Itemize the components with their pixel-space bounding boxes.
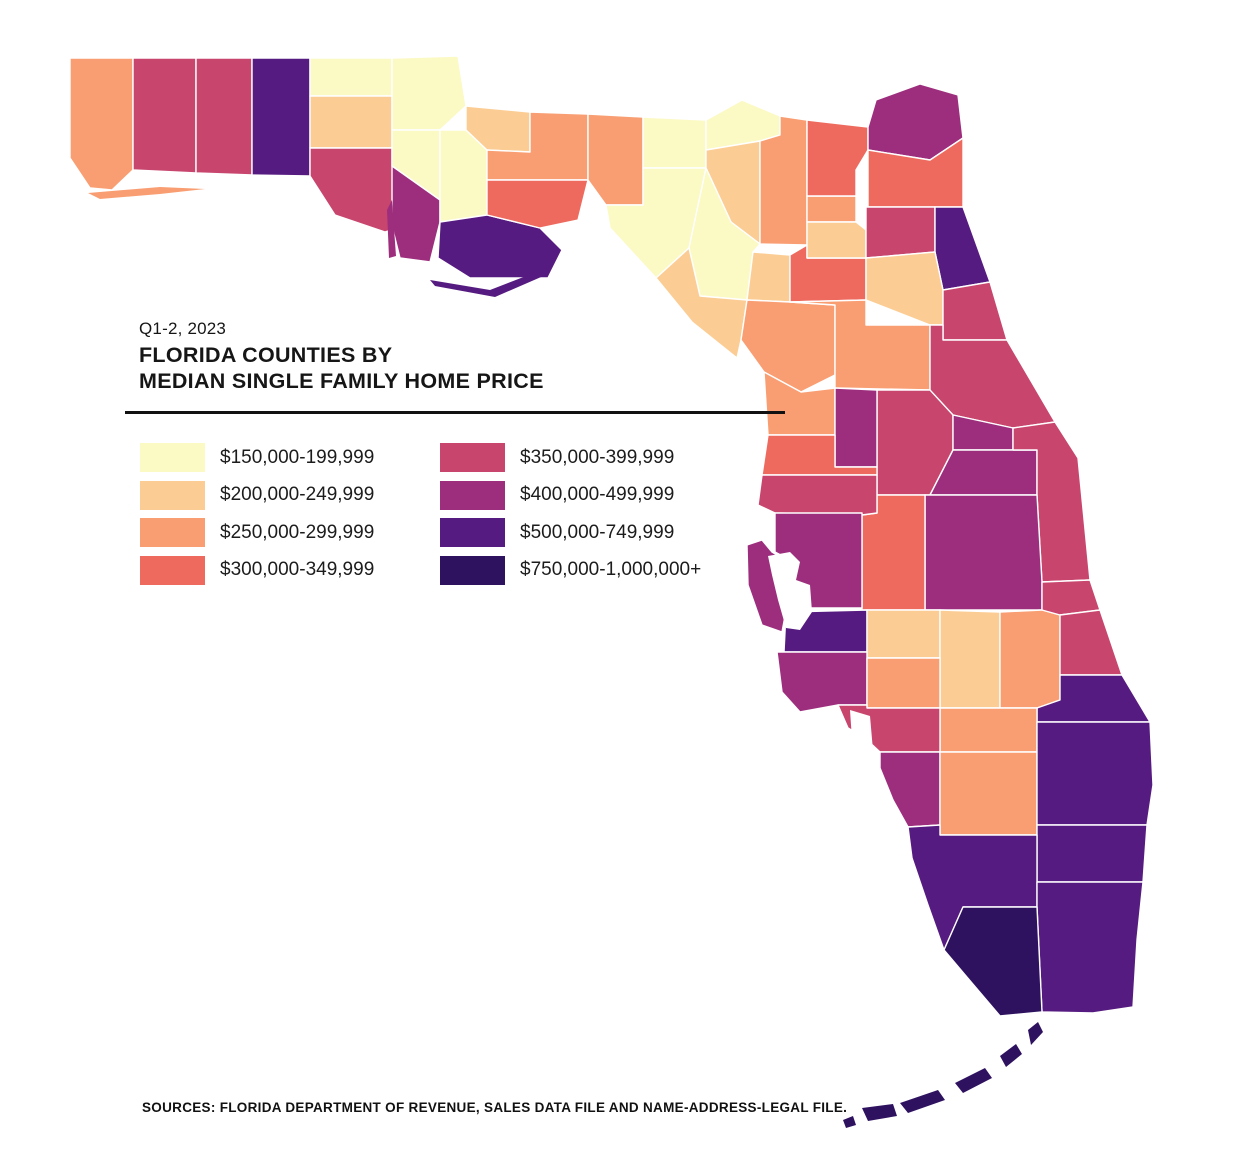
county-monroe <box>943 906 1043 1017</box>
county-palm-beach <box>1036 721 1154 826</box>
legend-item: $400,000-499,999 <box>440 480 701 510</box>
legend-item: $300,000-349,999 <box>140 555 375 585</box>
county-broward <box>1036 824 1148 883</box>
county-hardee <box>866 609 941 659</box>
county-wakulla <box>486 179 589 229</box>
county-pasco <box>757 474 878 516</box>
county-union <box>806 195 857 223</box>
legend-column-right: $350,000-399,999 $400,000-499,999 $500,0… <box>440 443 701 593</box>
st-george-island <box>430 266 552 297</box>
county-levy <box>740 299 836 393</box>
county-clay <box>865 206 936 259</box>
county-holmes <box>309 57 393 97</box>
county-escambia <box>69 57 134 191</box>
county-madison <box>642 116 707 169</box>
tampa-bay-water <box>768 552 812 630</box>
county-washington <box>309 95 393 149</box>
legend-item: $250,000-299,999 <box>140 518 374 547</box>
legend-swatch <box>140 555 205 585</box>
legend-item: $500,000-749,999 <box>440 518 701 547</box>
legend-label: $150,000-199,999 <box>220 446 375 468</box>
legend-label: $500,000-749,999 <box>520 521 675 543</box>
st-joseph-spit <box>387 200 396 258</box>
legend-swatch <box>140 480 205 510</box>
florida-keys-upper <box>1028 1022 1043 1045</box>
county-okeechobee <box>999 609 1061 709</box>
page-title-line2: MEDIAN SINGLE FAMILY HOME PRICE <box>139 369 544 394</box>
county-st-lucie <box>1059 609 1123 676</box>
legend-swatch <box>440 555 505 585</box>
county-flagler <box>942 281 1008 341</box>
county-hendry <box>939 751 1038 836</box>
legend-label: $400,000-499,999 <box>520 484 675 505</box>
legend-label: $200,000-249,999 <box>220 484 375 505</box>
legend-swatch <box>140 443 205 472</box>
legend-swatch <box>440 480 505 510</box>
florida-keys-key-west <box>843 1116 856 1128</box>
county-putnam <box>865 251 944 326</box>
county-glades <box>939 707 1038 753</box>
county-baker <box>806 119 869 197</box>
legend-swatch <box>440 518 505 547</box>
county-osceola <box>924 494 1043 611</box>
legend-swatch <box>440 443 505 472</box>
legend-label: $250,000-299,999 <box>220 521 375 543</box>
legend-item: $150,000-199,999 <box>140 443 374 472</box>
legend-label: $350,000-399,999 <box>520 446 675 468</box>
title-eyebrow: Q1-2, 2023 <box>139 319 227 338</box>
county-lee <box>879 751 941 828</box>
legend-item: $200,000-249,999 <box>140 480 375 510</box>
county-duval <box>867 137 964 208</box>
county-st-johns <box>934 206 991 291</box>
county-jackson <box>391 55 467 131</box>
county-okaloosa <box>195 57 253 176</box>
source-note: SOURCES: FLORIDA DEPARTMENT OF REVENUE, … <box>142 1100 848 1115</box>
county-walton <box>251 57 311 177</box>
county-santa-rosa <box>132 57 197 174</box>
title-divider <box>125 411 785 414</box>
legend-label: $300,000-349,999 <box>220 559 375 580</box>
county-indian-river <box>1041 579 1101 616</box>
county-jefferson <box>587 113 644 206</box>
legend-column-left: $150,000-199,999 $200,000-249,999 $250,0… <box>140 443 374 593</box>
county-sarasota <box>776 651 868 713</box>
legend-item: $750,000-1,000,000+ <box>440 555 702 585</box>
florida-keys-3 <box>955 1068 992 1093</box>
florida-keys-4 <box>900 1090 945 1113</box>
page-title-line1: FLORIDA COUNTIES BY <box>139 343 393 368</box>
legend-swatch <box>140 518 205 547</box>
florida-keys-2 <box>1000 1044 1022 1067</box>
florida-keys-lower <box>862 1104 897 1121</box>
county-bradford <box>806 221 867 259</box>
pensacola-barrier-island <box>88 187 205 199</box>
county-highlands <box>939 609 1001 709</box>
county-miami-dade <box>1036 881 1144 1014</box>
county-desoto <box>866 657 941 709</box>
charlotte-harbor-water <box>850 710 886 800</box>
county-sumter <box>834 387 878 468</box>
legend-item: $350,000-399,999 <box>440 443 701 472</box>
title-block: Q1-2, 2023 FLORIDA COUNTIES BY MEDIAN SI… <box>139 318 544 394</box>
county-gilchrist <box>746 251 791 303</box>
legend-label: $750,000-1,000,000+ <box>520 559 702 580</box>
